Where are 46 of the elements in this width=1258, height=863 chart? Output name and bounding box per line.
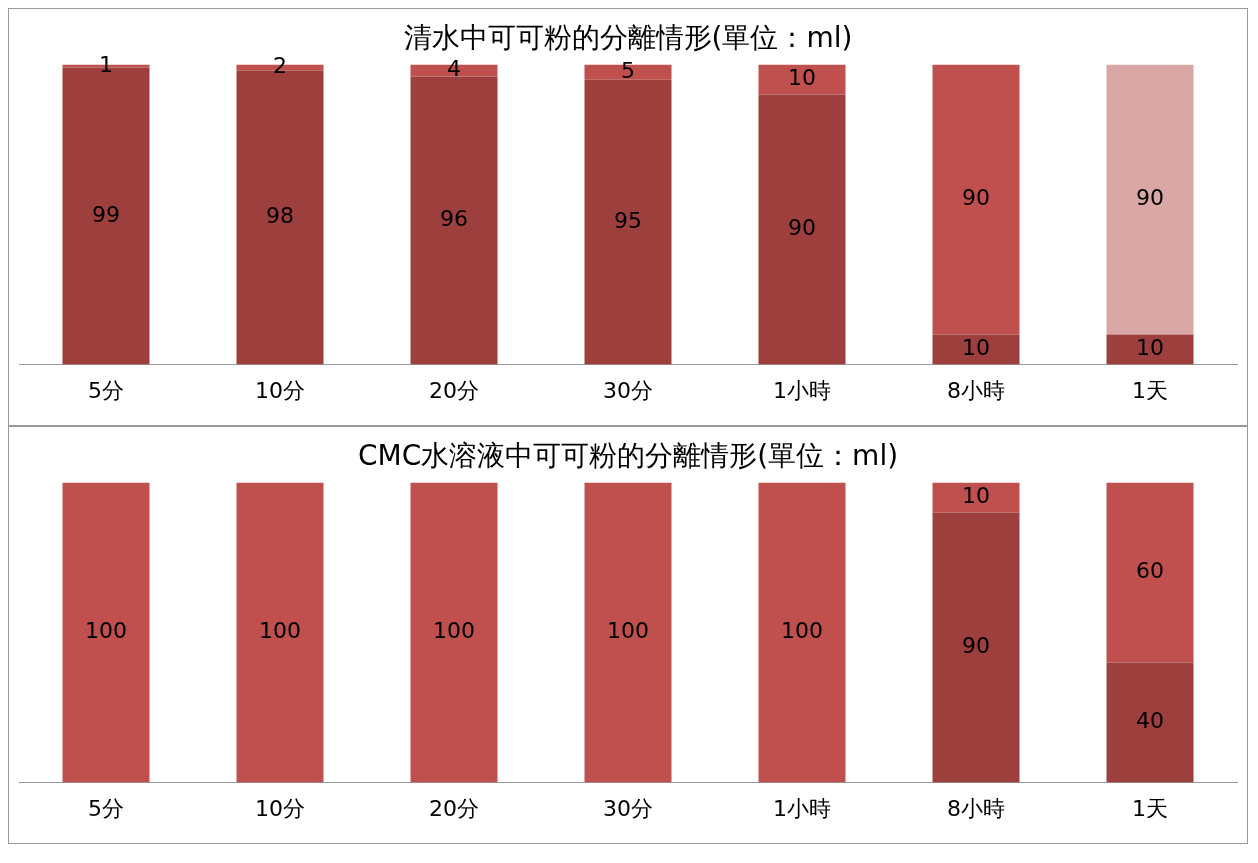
data-label: 60 <box>1136 558 1164 584</box>
data-label: 100 <box>433 618 475 644</box>
data-label: 90 <box>788 215 816 241</box>
data-label: 100 <box>607 618 649 644</box>
data-label: 90 <box>1136 185 1164 211</box>
x-tick-label: 10分 <box>255 377 305 403</box>
data-label: 40 <box>1136 708 1164 734</box>
bar <box>758 94 846 365</box>
bar <box>584 79 672 365</box>
bar <box>932 334 1020 365</box>
data-label: 96 <box>440 206 468 232</box>
bar <box>1106 334 1194 365</box>
data-label: 100 <box>85 618 127 644</box>
data-label: 100 <box>259 618 301 644</box>
x-tick-label: 20分 <box>429 795 479 821</box>
data-label: 1 <box>99 51 113 77</box>
data-label: 10 <box>962 483 990 509</box>
bar <box>410 76 498 365</box>
data-label: 10 <box>788 65 816 91</box>
x-tick-label: 5分 <box>88 795 124 821</box>
chart-title: 清水中可可粉的分離情形(單位：ml) <box>403 21 853 55</box>
bar <box>932 64 1020 335</box>
x-tick-label: 30分 <box>603 795 653 821</box>
x-tick-label: 5分 <box>88 377 124 403</box>
x-tick-label: 8小時 <box>947 795 1005 821</box>
data-label: 10 <box>962 335 990 361</box>
x-tick-label: 10分 <box>255 795 305 821</box>
bar <box>758 64 846 95</box>
x-tick-label: 30分 <box>603 377 653 403</box>
data-label: 100 <box>781 618 823 644</box>
data-label: 98 <box>266 203 294 229</box>
x-tick-label: 20分 <box>429 377 479 403</box>
data-label: 95 <box>614 207 642 233</box>
data-label: 10 <box>1136 335 1164 361</box>
chart-title: CMC水溶液中可可粉的分離情形(單位：ml) <box>357 439 899 473</box>
bar <box>584 64 672 80</box>
x-tick-label: 1小時 <box>773 795 831 821</box>
data-label: 99 <box>92 201 120 227</box>
x-tick-label: 1小時 <box>773 377 831 403</box>
data-label: 5 <box>621 57 635 83</box>
data-label: 90 <box>962 185 990 211</box>
bar <box>1106 64 1194 335</box>
x-tick-label: 1天 <box>1132 795 1168 821</box>
x-tick-label: 8小時 <box>947 377 1005 403</box>
data-label: 90 <box>962 633 990 659</box>
x-tick-label: 1天 <box>1132 377 1168 403</box>
